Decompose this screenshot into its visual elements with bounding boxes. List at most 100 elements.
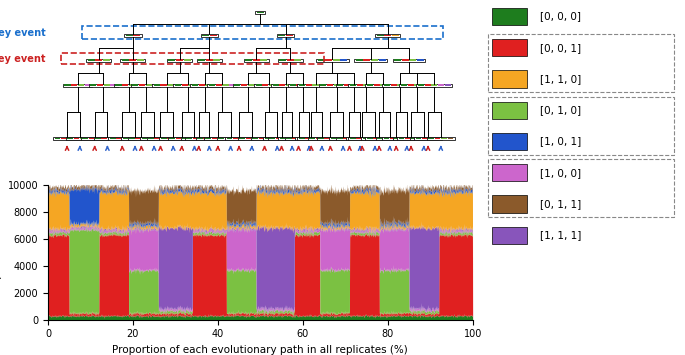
- Bar: [316, 137, 344, 140]
- FancyBboxPatch shape: [492, 70, 527, 88]
- Bar: [395, 137, 400, 140]
- Bar: [95, 137, 101, 140]
- Bar: [142, 137, 147, 140]
- Bar: [411, 84, 417, 86]
- Bar: [360, 137, 366, 140]
- Bar: [239, 137, 245, 140]
- Bar: [160, 137, 187, 140]
- Bar: [319, 84, 355, 87]
- Bar: [175, 137, 182, 140]
- Bar: [390, 84, 397, 86]
- Bar: [327, 84, 333, 86]
- Bar: [265, 137, 271, 140]
- Bar: [384, 137, 390, 140]
- Text: [1, 1, 0]: [1, 1, 0]: [540, 74, 582, 84]
- Bar: [356, 59, 363, 61]
- Bar: [414, 137, 442, 140]
- Bar: [82, 27, 443, 39]
- Bar: [53, 137, 81, 140]
- Bar: [343, 137, 349, 140]
- Bar: [161, 137, 166, 140]
- Bar: [417, 59, 424, 61]
- Bar: [223, 84, 229, 86]
- Bar: [350, 137, 356, 140]
- Bar: [131, 84, 160, 87]
- Bar: [319, 84, 325, 86]
- Bar: [397, 137, 402, 140]
- Bar: [115, 84, 121, 86]
- Bar: [114, 137, 120, 140]
- Bar: [278, 137, 306, 140]
- Bar: [318, 137, 324, 140]
- Bar: [204, 137, 232, 140]
- Bar: [114, 84, 143, 87]
- Bar: [349, 84, 384, 87]
- Bar: [310, 137, 315, 140]
- Bar: [377, 137, 383, 140]
- Bar: [366, 137, 373, 140]
- Bar: [108, 137, 114, 140]
- Bar: [182, 84, 188, 86]
- Bar: [285, 137, 312, 140]
- Bar: [366, 137, 373, 140]
- Bar: [279, 59, 286, 61]
- Bar: [277, 137, 284, 140]
- Bar: [148, 137, 154, 140]
- Bar: [416, 84, 453, 87]
- Bar: [334, 84, 340, 86]
- Bar: [390, 137, 396, 140]
- Bar: [445, 84, 451, 86]
- Bar: [169, 59, 175, 61]
- Bar: [186, 137, 192, 140]
- Bar: [312, 137, 317, 140]
- Bar: [376, 137, 403, 140]
- Bar: [414, 84, 421, 86]
- Bar: [206, 137, 211, 140]
- Bar: [256, 11, 265, 14]
- Bar: [397, 84, 403, 86]
- Bar: [362, 137, 369, 140]
- Bar: [122, 59, 129, 61]
- Bar: [356, 137, 362, 140]
- Bar: [288, 84, 317, 87]
- Bar: [103, 59, 110, 61]
- Bar: [199, 84, 205, 86]
- Bar: [343, 137, 349, 140]
- Bar: [299, 84, 305, 86]
- FancyBboxPatch shape: [492, 8, 527, 25]
- Bar: [253, 59, 260, 61]
- Bar: [348, 137, 353, 140]
- Bar: [86, 137, 92, 140]
- Bar: [136, 137, 141, 140]
- Bar: [148, 137, 154, 140]
- Bar: [129, 137, 135, 140]
- Text: [0, 0, 0]: [0, 0, 0]: [540, 11, 581, 21]
- Bar: [286, 137, 292, 140]
- Bar: [297, 137, 325, 140]
- Bar: [231, 137, 236, 140]
- Bar: [361, 137, 389, 140]
- Text: Second key event: Second key event: [0, 54, 46, 64]
- Bar: [229, 84, 236, 86]
- Bar: [218, 137, 224, 140]
- Bar: [181, 137, 208, 140]
- Bar: [124, 34, 142, 37]
- Bar: [95, 137, 101, 140]
- Bar: [384, 34, 391, 37]
- Bar: [214, 59, 221, 61]
- Bar: [161, 137, 166, 140]
- Bar: [308, 137, 336, 140]
- Bar: [103, 84, 110, 86]
- Bar: [78, 84, 84, 86]
- Bar: [64, 84, 71, 86]
- Bar: [161, 137, 166, 140]
- Bar: [198, 59, 205, 61]
- Bar: [195, 137, 223, 140]
- Bar: [438, 84, 445, 86]
- Bar: [299, 137, 305, 140]
- Bar: [318, 137, 324, 140]
- Bar: [225, 137, 230, 140]
- Bar: [262, 84, 269, 86]
- Bar: [382, 137, 410, 140]
- FancyBboxPatch shape: [492, 164, 527, 181]
